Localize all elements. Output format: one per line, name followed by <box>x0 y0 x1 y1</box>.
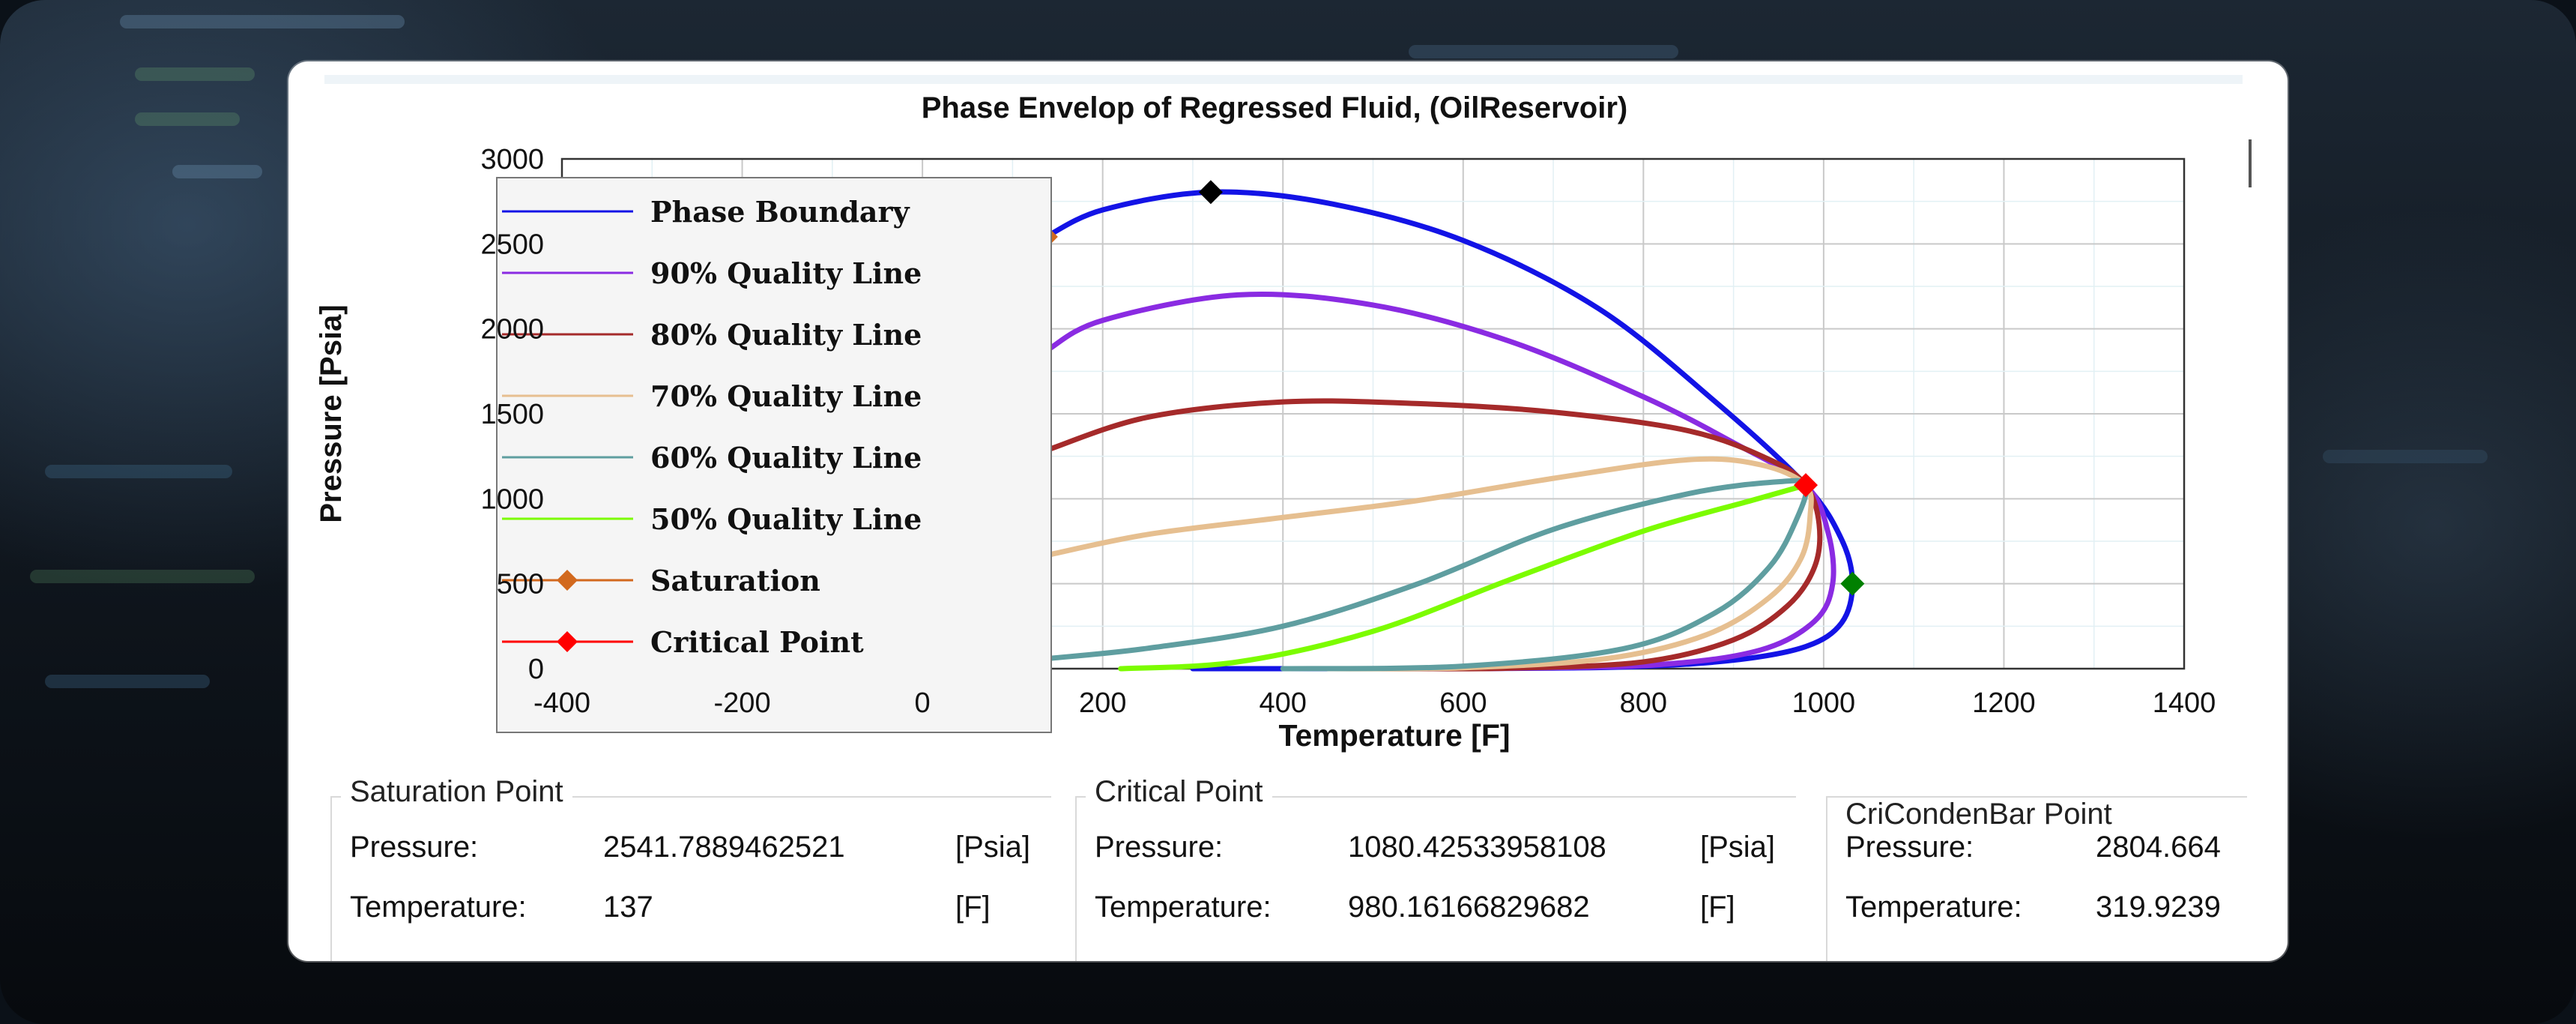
legend-label: 80% Quality Line <box>650 318 922 352</box>
panel-title: Critical Point <box>1086 775 1272 809</box>
legend-label: 70% Quality Line <box>650 379 922 413</box>
legend-label: 50% Quality Line <box>650 502 922 536</box>
legend-label: 60% Quality Line <box>650 441 922 475</box>
background-code-line <box>135 67 255 81</box>
pressure-label: Pressure: <box>350 831 479 864</box>
panel-title: CriCondenBar Point <box>1836 798 2121 831</box>
temperature-value: 980.16166829682 <box>1348 891 1590 924</box>
background-code-line <box>45 465 232 478</box>
scrollbar[interactable] <box>2249 139 2252 187</box>
temperature-label: Temperature: <box>350 891 527 924</box>
background-code-line <box>1409 45 1678 58</box>
cricondenbar-point-panel: CriCondenBar Point Pressure: 2804.664 Te… <box>1826 796 2247 961</box>
chart-title: Phase Envelop of Regressed Fluid, (OilRe… <box>922 91 1627 124</box>
data-point-marker <box>1840 571 1865 596</box>
series-line-50-quality-line <box>1118 482 1809 672</box>
chart-series <box>1033 180 1865 672</box>
x-tick-label: 0 <box>915 687 931 719</box>
background-code-line <box>2323 450 2488 463</box>
x-tick-label: -400 <box>533 687 590 719</box>
pressure-value: 1080.42533958108 <box>1348 831 1606 864</box>
x-tick-label: 200 <box>1079 687 1126 719</box>
temperature-label: Temperature: <box>1095 891 1272 924</box>
background-code-line <box>120 15 405 28</box>
y-tick-label: 2500 <box>480 229 544 260</box>
temperature-label: Temperature: <box>1845 891 2022 924</box>
chart-legend: Phase Boundary 90% Quality Line 80% Qualit… <box>496 177 1052 733</box>
x-tick-label: 1000 <box>1792 687 1856 719</box>
saturation-point-panel: Saturation Point Pressure: 2541.78894625… <box>330 775 1051 961</box>
y-tick-label: 1000 <box>480 484 544 515</box>
y-tick-label: 3000 <box>480 144 544 175</box>
background-code-line <box>172 165 262 178</box>
x-tick-label: 400 <box>1260 687 1307 719</box>
legend-box <box>496 177 1052 733</box>
series-line-60-quality-line <box>1046 478 1809 672</box>
background-code-line <box>45 675 210 688</box>
legend-marker <box>557 631 578 652</box>
panel-title: Saturation Point <box>341 775 572 809</box>
background-code-line <box>135 112 240 126</box>
series-line-80-quality-line <box>1046 398 1823 672</box>
legend-label: Critical Point <box>650 625 864 659</box>
phase-envelope-chart: Phase Boundary 90% Quality Line 80% Qualit… <box>315 91 2216 753</box>
series-line-phase-boundary <box>1043 189 1855 672</box>
pressure-value: 2541.7889462521 <box>603 831 845 864</box>
pressure-unit: [Psia] <box>1700 831 1776 864</box>
x-tick-label: -200 <box>714 687 771 719</box>
background-code-line <box>30 570 255 583</box>
legend-label: Saturation <box>650 564 820 597</box>
temperature-value: 137 <box>603 891 653 924</box>
legend-label: Phase Boundary <box>650 195 910 229</box>
x-tick-label: 600 <box>1439 687 1487 719</box>
axis-ticks: -400 -200 0 200 400 600 800 1000 1200 1400 0 500 100… <box>480 144 2216 719</box>
legend-marker <box>557 570 578 591</box>
y-tick-label: 1500 <box>480 399 544 430</box>
data-point-marker <box>1198 180 1223 205</box>
phase-envelope-window: Phase Boundary 90% Quality Line 80% Qualit… <box>288 61 2288 961</box>
critical-point-panel: Critical Point Pressure: 1080.4253395810… <box>1075 775 1796 961</box>
y-axis-label: Pressure [Psia] <box>315 304 348 522</box>
y-tick-label: 500 <box>497 569 544 600</box>
pressure-label: Pressure: <box>1095 831 1224 864</box>
legend-label: 90% Quality Line <box>650 256 922 290</box>
window-top-strip <box>324 75 2243 84</box>
data-point-marker <box>1794 473 1818 498</box>
series-line-70-quality-line <box>1046 456 1814 672</box>
temperature-unit: [F] <box>1700 891 1735 924</box>
pressure-label: Pressure: <box>1845 831 1974 864</box>
pressure-unit: [Psia] <box>955 831 1031 864</box>
temperature-unit: [F] <box>955 891 991 924</box>
pressure-value: 2804.664 <box>2096 831 2221 864</box>
x-tick-label: 800 <box>1620 687 1667 719</box>
y-tick-label: 0 <box>528 654 544 685</box>
x-axis-label: Temperature [F] <box>1278 718 1510 753</box>
y-tick-label: 2000 <box>480 314 544 346</box>
x-tick-label: 1200 <box>1972 687 2036 719</box>
temperature-value: 319.9239 <box>2096 891 2221 924</box>
x-tick-label: 1400 <box>2153 687 2216 719</box>
